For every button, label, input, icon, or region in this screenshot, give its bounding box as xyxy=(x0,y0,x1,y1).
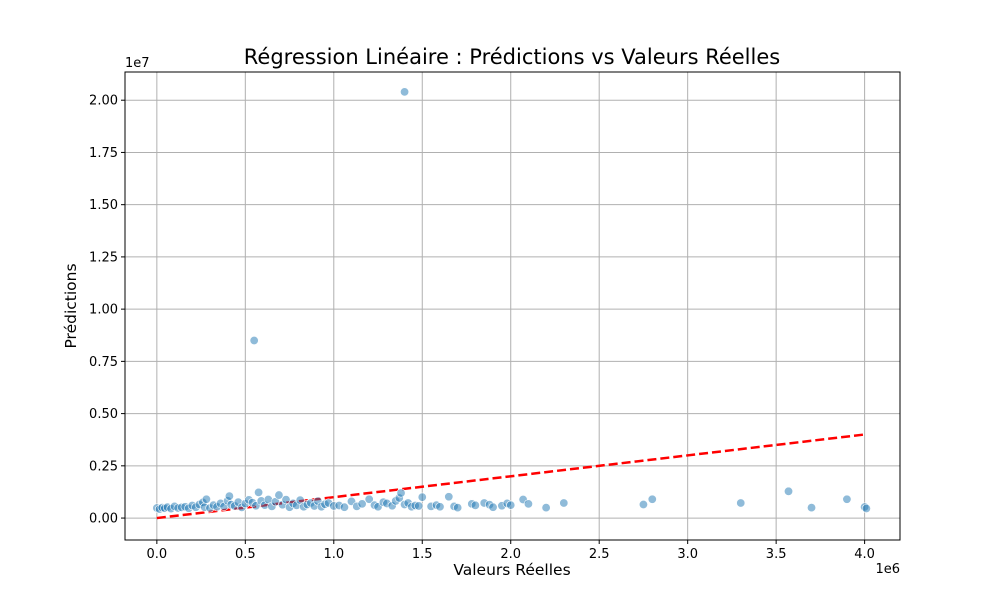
x-tick-label: 0.0 xyxy=(147,547,168,562)
scatter-point xyxy=(647,494,657,504)
y-tick-label: 0.25 xyxy=(89,459,118,474)
scatter-point xyxy=(470,500,480,510)
x-tick-label: 3.0 xyxy=(677,547,698,562)
scatter-point xyxy=(339,502,349,512)
x-tick-label: 1.0 xyxy=(323,547,344,562)
y-tick-label: 2.00 xyxy=(89,94,118,109)
y-tick-label: 0.50 xyxy=(89,407,118,422)
scatter-point xyxy=(254,487,264,497)
x-axis-label: Valeurs Réelles xyxy=(453,561,570,579)
scatter-point xyxy=(274,490,284,500)
scatter-point xyxy=(357,499,367,509)
x-tick-label: 4.0 xyxy=(854,547,875,562)
scatter-point xyxy=(224,491,234,501)
scatter-point xyxy=(201,494,211,504)
scatter-points xyxy=(152,87,871,514)
y-tick-label: 1.25 xyxy=(89,250,118,265)
plot-frame xyxy=(124,71,901,541)
y-tick-label: 0.75 xyxy=(89,355,118,370)
scatter-point xyxy=(861,503,871,513)
y-tick-label: 1.75 xyxy=(89,146,118,161)
scatter-point xyxy=(444,492,454,502)
scatter-point xyxy=(396,488,406,498)
scatter-point xyxy=(488,502,498,512)
x-tick-label: 2.5 xyxy=(589,547,610,562)
y-axis-ticks: 0.00 0.25 0.50 0.75 1.00 1.25 1.50 1.75 2.00 xyxy=(89,94,125,527)
x-offset-label: 1e6 xyxy=(875,562,900,577)
y-axis-label: Prédictions xyxy=(62,263,80,348)
scatter-point xyxy=(506,500,516,510)
y-tick-label: 1.00 xyxy=(89,303,118,318)
y-tick-label: 1.50 xyxy=(89,198,118,213)
scatter-point xyxy=(400,87,410,97)
scatter-point xyxy=(559,498,569,508)
scatter-point xyxy=(281,495,291,505)
x-tick-label: 3.5 xyxy=(766,547,787,562)
scatter-point xyxy=(541,503,551,513)
scatter-point xyxy=(435,502,445,512)
scatter-point xyxy=(364,494,374,504)
scatter-point xyxy=(736,498,746,508)
scatter-point xyxy=(453,503,463,513)
scatter-point xyxy=(249,335,259,345)
y-offset-label: 1e7 xyxy=(125,56,150,71)
scatter-point xyxy=(842,494,852,504)
x-axis-ticks: 0.0 0.5 1.0 1.5 2.0 2.5 3.0 3.5 4.0 xyxy=(147,540,875,562)
scatter-point xyxy=(784,486,794,496)
chart-title: Régression Linéaire : Prédictions vs Val… xyxy=(244,45,780,69)
x-tick-label: 0.5 xyxy=(235,547,256,562)
scatter-point xyxy=(414,501,424,511)
y-tick-label: 0.00 xyxy=(89,512,118,527)
scatter-point xyxy=(523,499,533,509)
grid-layer xyxy=(125,72,900,540)
x-tick-label: 1.5 xyxy=(412,547,433,562)
scatter-point xyxy=(807,503,817,513)
scatter-point xyxy=(417,492,427,502)
scatter-point xyxy=(638,499,648,509)
x-tick-label: 2.0 xyxy=(500,547,521,562)
